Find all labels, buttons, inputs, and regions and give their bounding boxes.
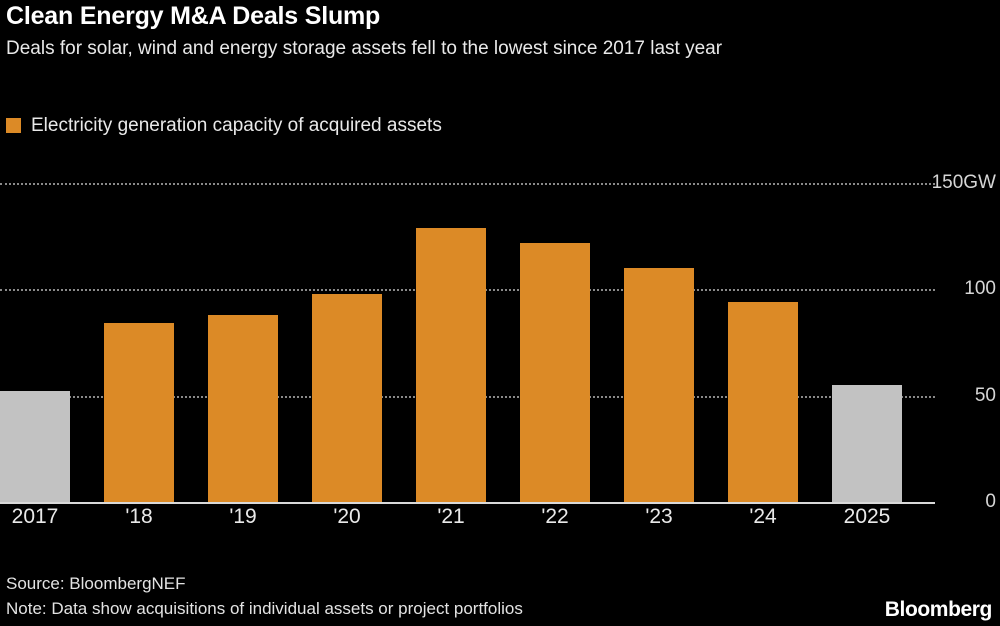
bar-series <box>0 155 935 505</box>
y-axis-tick-150: 150GW <box>931 172 996 193</box>
bar-2025 <box>832 385 902 502</box>
chart-legend: Electricity generation capacity of acqui… <box>6 116 442 135</box>
x-axis-line <box>0 502 935 504</box>
x-axis-tick-24: '24 <box>749 505 777 528</box>
bar-23 <box>624 268 694 502</box>
x-axis-tick-19: '19 <box>229 505 257 528</box>
legend-item-label: Electricity generation capacity of acqui… <box>31 115 442 136</box>
chart-subtitle: Deals for solar, wind and energy storage… <box>6 38 723 59</box>
bar-24 <box>728 302 798 502</box>
plot-inner <box>0 155 935 505</box>
page-title: Clean Energy M&A Deals Slump <box>6 2 381 30</box>
x-axis-tick-22: '22 <box>541 505 569 528</box>
bloomberg-logo: Bloomberg <box>884 598 993 621</box>
x-axis-tick-20: '20 <box>333 505 361 528</box>
y-axis-tick-100: 100 <box>964 278 996 300</box>
x-axis-labels: 2017 '18 '19 '20 '21 '22 '23 '24 2025 <box>0 505 935 541</box>
note-text: Note: Data show acquisitions of individu… <box>6 599 523 618</box>
bar-21 <box>416 227 486 502</box>
x-axis-tick-2025: 2025 <box>843 505 891 528</box>
bar-2017 <box>0 391 70 502</box>
plot-area: 0 50 100 150GW <box>0 155 1000 512</box>
bar-18 <box>104 323 174 502</box>
y-axis-tick-0: 0 <box>985 491 996 512</box>
x-axis-tick-18: '18 <box>125 505 153 528</box>
bar-20 <box>312 293 382 502</box>
x-axis-tick-23: '23 <box>645 505 673 528</box>
source-text: Source: BloombergNEF <box>6 574 186 593</box>
legend-swatch-orange <box>6 118 21 133</box>
bar-22 <box>520 242 590 502</box>
x-axis-tick-2017: 2017 <box>11 505 59 528</box>
x-axis-tick-21: '21 <box>437 505 465 528</box>
chart-footer: Source: BloombergNEF Note: Data show acq… <box>0 565 1000 626</box>
gridline-150 <box>0 183 935 185</box>
bar-19 <box>208 314 278 502</box>
y-axis-tick-50: 50 <box>974 384 996 406</box>
